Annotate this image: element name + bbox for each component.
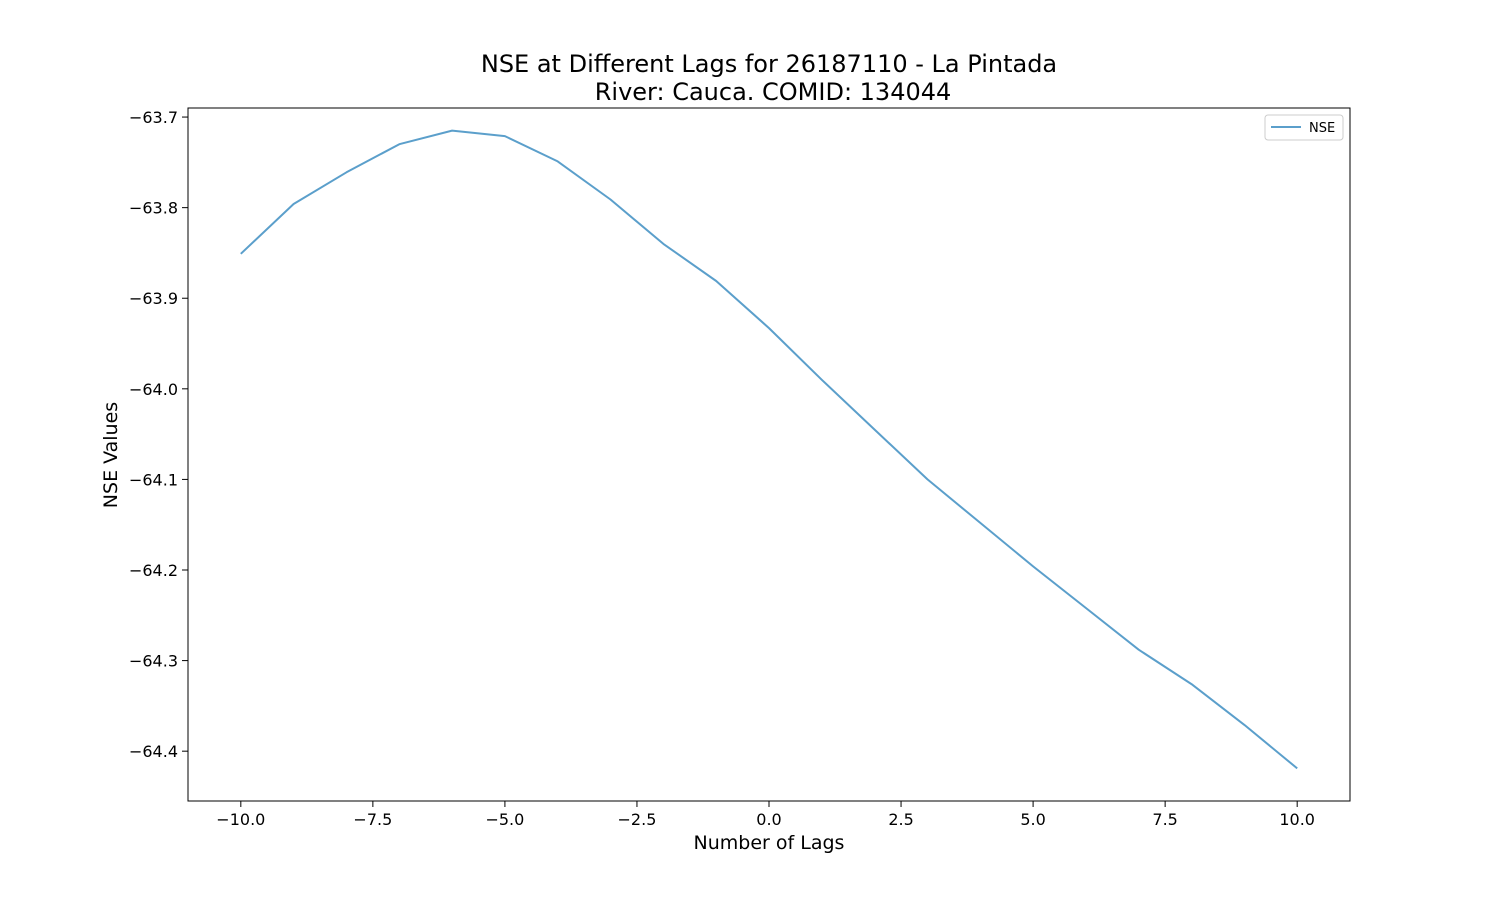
y-tick-label: −64.4 xyxy=(129,742,178,761)
x-tick-label: 7.5 xyxy=(1152,810,1177,829)
legend: NSE xyxy=(1264,114,1344,141)
series-line-nse xyxy=(240,129,1298,770)
y-tick-label: −64.0 xyxy=(129,380,178,399)
x-tick-label: −10.0 xyxy=(216,810,265,829)
plot-area-frame xyxy=(187,107,1351,802)
y-tick-label: −63.9 xyxy=(129,289,178,308)
x-tick-label: 10.0 xyxy=(1279,810,1315,829)
chart-title-line2: River: Cauca. COMID: 134044 xyxy=(595,78,952,106)
x-tick-label: 0.0 xyxy=(756,810,781,829)
x-tick-label: 5.0 xyxy=(1020,810,1045,829)
y-tick-label: −63.7 xyxy=(129,108,178,127)
x-tick-label: −5.0 xyxy=(485,810,524,829)
x-axis-label: Number of Lags xyxy=(694,832,845,854)
y-tick-label: −64.2 xyxy=(129,561,178,580)
x-tick-label: −2.5 xyxy=(618,810,657,829)
y-axis-ticks: −63.7 −63.8 −63.9 −64.0 −64.1 −64.2 −64.3 −64.4 xyxy=(129,108,188,761)
chart-title-line1: NSE at Different Lags for 26187110 - La … xyxy=(481,50,1057,78)
y-axis-label: NSE Values xyxy=(100,402,122,508)
y-tick-label: −64.3 xyxy=(129,652,178,671)
series-layer xyxy=(240,129,1298,770)
legend-box xyxy=(1264,114,1344,141)
legend-label-nse: NSE xyxy=(1309,121,1335,136)
x-tick-label: 2.5 xyxy=(888,810,913,829)
x-axis-ticks: −10.0 −7.5 −5.0 −2.5 0.0 2.5 5.0 7.5 10.0 xyxy=(216,801,1315,829)
x-tick-label: −7.5 xyxy=(353,810,392,829)
y-tick-label: −64.1 xyxy=(129,470,178,489)
y-tick-label: −63.8 xyxy=(129,199,178,218)
